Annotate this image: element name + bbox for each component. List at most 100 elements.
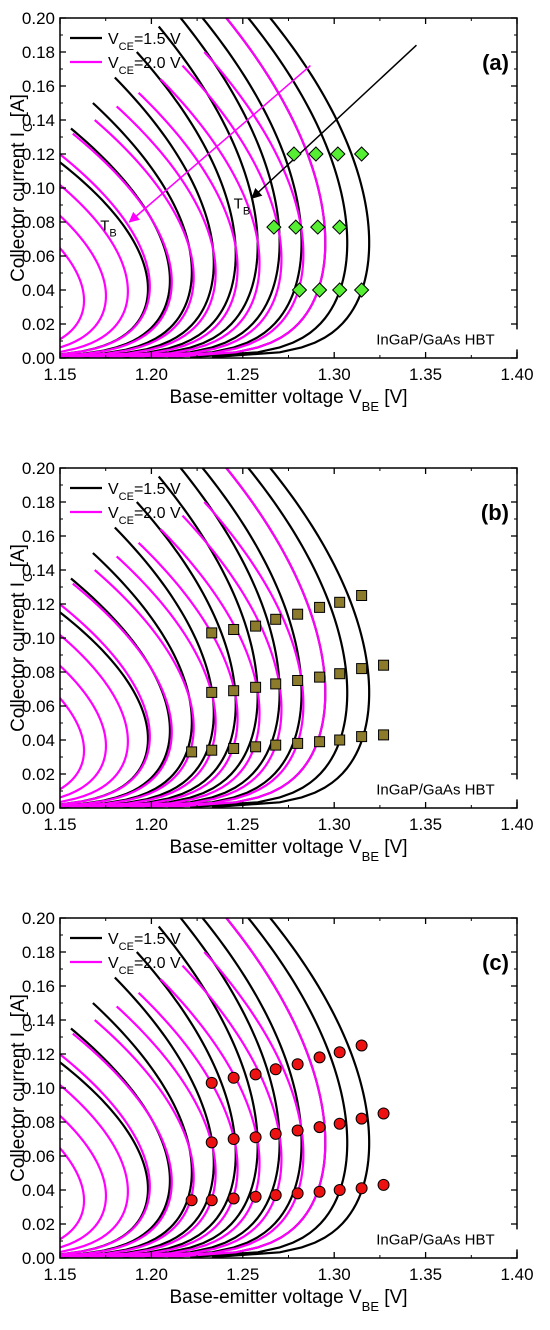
curve-vce15-4 bbox=[63, 976, 215, 1258]
marker-square bbox=[334, 734, 346, 746]
marker-circle bbox=[205, 1136, 218, 1149]
chart-panel-2: 0.00 0.02 0.04 0.06 0.08 0.10 0.12 0.14 0.16 0.18… bbox=[8, 459, 534, 864]
marker-square bbox=[250, 681, 262, 693]
marker-square bbox=[314, 671, 326, 683]
x-axis-title: Base-emitter voltage VBE [V] bbox=[169, 1287, 407, 1314]
curve-vce20-2 bbox=[60, 214, 108, 349]
y-tick-label: 0.04 bbox=[22, 281, 55, 300]
curve-vce20-5 bbox=[60, 132, 173, 357]
curve-vce15-7 bbox=[122, 468, 281, 808]
marker-circle bbox=[227, 1071, 240, 1084]
marker-diamond bbox=[291, 282, 308, 298]
x-tick-label: 1.35 bbox=[409, 815, 442, 834]
y-tick-label: 0.10 bbox=[22, 629, 55, 648]
curve-vce20-5 bbox=[60, 1032, 173, 1257]
y-tick-label: 0.14 bbox=[22, 1011, 55, 1030]
curve-vce15-10 bbox=[190, 18, 349, 358]
marker-square bbox=[250, 741, 262, 753]
panel-label: (b) bbox=[481, 500, 509, 525]
curve-vce20-7 bbox=[69, 105, 217, 358]
curve-vce20-2 bbox=[60, 664, 108, 799]
x-tick-label: 1.15 bbox=[43, 815, 76, 834]
curve-vce15-4 bbox=[63, 526, 215, 808]
y-tick-label: 0.04 bbox=[22, 1181, 55, 1200]
curve-vce20-6 bbox=[60, 569, 195, 808]
curve-vce20-1 bbox=[60, 246, 86, 341]
marker-square bbox=[270, 613, 282, 625]
curve-vce20-5 bbox=[60, 582, 173, 807]
y-tick-label: 0.12 bbox=[22, 1045, 55, 1064]
curve-vce20-6 bbox=[60, 119, 195, 358]
curve-vce15-5 bbox=[82, 951, 237, 1258]
marker-square bbox=[292, 737, 304, 749]
x-tick-label: 1.20 bbox=[135, 365, 168, 384]
legend-entry: VCE=2.0 V bbox=[108, 55, 181, 77]
marker-square bbox=[270, 678, 282, 690]
x-tick-label: 1.35 bbox=[409, 365, 442, 384]
curve-vce15-6 bbox=[101, 475, 259, 808]
y-axis-title: Collector current IC [A] bbox=[8, 994, 35, 1182]
marker-circle bbox=[269, 1063, 282, 1076]
y-tick-label: 0.18 bbox=[22, 943, 55, 962]
curve-vce20-7 bbox=[69, 1005, 217, 1258]
y-axis-title: Collector current IC [A] bbox=[8, 94, 35, 282]
marker-square bbox=[228, 624, 240, 635]
marker-square bbox=[334, 668, 346, 680]
x-tick-label: 1.25 bbox=[226, 815, 259, 834]
curve-vce20-7 bbox=[69, 555, 217, 808]
panel-label: (a) bbox=[482, 50, 509, 75]
marker-square bbox=[228, 685, 240, 697]
legend-entry: VCE=1.5 V bbox=[108, 31, 181, 53]
marker-square bbox=[206, 627, 218, 639]
curve-vce15-8 bbox=[144, 468, 303, 808]
y-tick-label: 0.08 bbox=[22, 1113, 55, 1132]
y-tick-label: 0.16 bbox=[22, 77, 55, 96]
marker-diamond bbox=[353, 282, 370, 298]
curves bbox=[60, 468, 371, 808]
y-tick-label: 0.06 bbox=[22, 247, 55, 266]
x-tick-label: 1.30 bbox=[318, 815, 351, 834]
legend-entry: VCE=2.0 V bbox=[108, 955, 181, 977]
curve-vce20-9 bbox=[109, 978, 261, 1258]
y-tick-label: 0.00 bbox=[22, 1249, 55, 1268]
curve-vce20-3 bbox=[60, 633, 129, 803]
marker-circle bbox=[355, 1182, 368, 1195]
curve-vce20-11 bbox=[149, 951, 305, 1258]
marker-square bbox=[206, 744, 218, 756]
marker-diamond bbox=[288, 219, 304, 235]
y-tick-label: 0.16 bbox=[22, 527, 55, 546]
marker-circle bbox=[377, 1107, 390, 1120]
x-tick-label: 1.20 bbox=[135, 1265, 168, 1284]
marker-square bbox=[356, 663, 368, 675]
device-annotation: InGaP/GaAs HBT bbox=[376, 1231, 494, 1248]
marker-square bbox=[314, 601, 326, 613]
curve-vce20-4 bbox=[60, 602, 151, 806]
legend-entry: VCE=1.5 V bbox=[108, 481, 181, 503]
marker-diamond bbox=[286, 146, 302, 162]
y-tick-label: 0.06 bbox=[22, 697, 55, 716]
curve-vce20-10 bbox=[129, 514, 283, 808]
marker-square bbox=[206, 686, 218, 698]
marker-circle bbox=[333, 1184, 346, 1196]
curve-vce20-9 bbox=[109, 528, 261, 808]
curve-vce20-10 bbox=[129, 964, 283, 1258]
curve-vce20-1 bbox=[60, 696, 86, 791]
curve-vce15-3 bbox=[60, 102, 193, 358]
curve-vce15-8 bbox=[144, 918, 303, 1258]
y-tick-label: 0.20 bbox=[22, 909, 55, 928]
y-tick-label: 0.10 bbox=[22, 1079, 55, 1098]
y-tick-label: 0.10 bbox=[22, 179, 55, 198]
tb-arrow-magenta bbox=[128, 65, 311, 223]
marker-circle bbox=[333, 1117, 346, 1130]
x-tick-label: 1.40 bbox=[500, 815, 533, 834]
curve-vce15-11 bbox=[211, 468, 371, 808]
marker-square bbox=[356, 590, 368, 601]
tb-arrow-black bbox=[251, 44, 417, 199]
tb-label: TB bbox=[100, 218, 117, 240]
marker-diamond bbox=[331, 219, 348, 235]
y-tick-label: 0.12 bbox=[22, 595, 55, 614]
y-tick-label: 0.02 bbox=[22, 765, 55, 784]
x-tick-label: 1.30 bbox=[318, 365, 351, 384]
